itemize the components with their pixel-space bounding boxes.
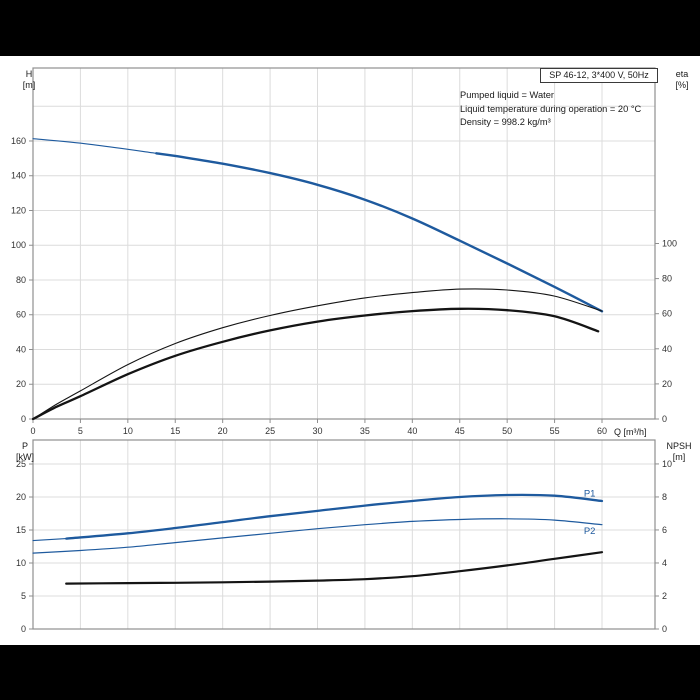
left-tick-label: 20 — [16, 492, 26, 502]
x-tick-label: 5 — [78, 426, 83, 436]
right-tick-label: 0 — [662, 414, 667, 424]
right-tick-label: 20 — [662, 379, 672, 389]
x-tick-label: 10 — [123, 426, 133, 436]
curve-eta-pump-motor — [31, 307, 600, 421]
curve-eta-pump — [32, 288, 603, 420]
axis-label-power: P [kW] — [10, 441, 40, 463]
right-tick-label: 2 — [662, 591, 667, 601]
left-tick-label: 0 — [21, 624, 26, 634]
left-tick-label: 5 — [21, 591, 26, 601]
x-tick-label: 45 — [455, 426, 465, 436]
chart-panel — [0, 56, 700, 645]
pump-info-block: Pumped liquid = Water Liquid temperature… — [460, 89, 641, 130]
x-tick-label: 50 — [502, 426, 512, 436]
x-tick-label: 0 — [30, 426, 35, 436]
x-tick-label: 60 — [597, 426, 607, 436]
axis-label-power-line2: [kW] — [16, 452, 34, 462]
left-tick-label: 0 — [21, 414, 26, 424]
x-tick-label: 20 — [218, 426, 228, 436]
right-tick-label: 8 — [662, 492, 667, 502]
curve-head — [155, 152, 604, 313]
axis-label-eta: eta [%] — [666, 69, 698, 91]
axis-label-head-line1: H — [25, 69, 33, 79]
left-tick-label: 120 — [11, 205, 26, 215]
right-tick-label: 6 — [662, 525, 667, 535]
curve-p1-lead — [32, 538, 67, 542]
left-tick-label: 100 — [11, 240, 26, 250]
axis-label-power-line1: P — [21, 441, 28, 451]
right-tick-label: 40 — [662, 344, 672, 354]
curve-p2 — [32, 518, 603, 554]
left-tick-label: 80 — [16, 275, 26, 285]
left-tick-label: 140 — [11, 171, 26, 181]
chart-title-box: SP 46-12, 3*400 V, 50Hz — [540, 68, 658, 83]
curve-label-P2: P2 — [584, 526, 596, 537]
axis-label-head: H [m] — [16, 69, 42, 91]
axis-label-npsh: NPSH [m] — [660, 441, 698, 463]
x-tick-label: 30 — [312, 426, 322, 436]
info-line-temperature: Liquid temperature during operation = 20… — [460, 103, 642, 114]
right-tick-label: 0 — [662, 624, 667, 634]
right-tick-label: 80 — [662, 274, 672, 284]
x-tick-label: 55 — [550, 426, 560, 436]
right-tick-label: 10 — [662, 459, 672, 469]
axis-label-flow: Q [m³/h] — [614, 427, 647, 437]
curve-npsh — [65, 551, 604, 585]
plot-frame — [32, 439, 656, 630]
axis-label-npsh-line2: [m] — [672, 452, 686, 462]
curve-label-P1: P1 — [584, 489, 596, 500]
curve-head-lead — [32, 138, 157, 154]
left-tick-label: 10 — [16, 558, 26, 568]
left-tick-label: 20 — [16, 379, 26, 389]
left-tick-label: 25 — [16, 459, 26, 469]
axis-label-eta-line2: [%] — [675, 80, 689, 90]
x-tick-label: 15 — [170, 426, 180, 436]
left-tick-label: 40 — [16, 344, 26, 354]
curve-p1 — [65, 493, 604, 540]
right-tick-label: 60 — [662, 309, 672, 319]
right-tick-label: 100 — [662, 239, 677, 249]
axis-label-eta-line1: eta — [675, 69, 689, 79]
axis-label-npsh-line1: NPSH — [666, 441, 692, 451]
x-tick-label: 40 — [407, 426, 417, 436]
x-tick-label: 35 — [360, 426, 370, 436]
left-tick-label: 15 — [16, 525, 26, 535]
left-tick-label: 60 — [16, 310, 26, 320]
axis-label-head-line2: [m] — [22, 80, 36, 90]
left-tick-label: 160 — [11, 136, 26, 146]
info-line-density: Density = 998.2 kg/m³ — [460, 117, 551, 127]
right-tick-label: 4 — [662, 558, 667, 568]
x-tick-label: 25 — [265, 426, 275, 436]
info-line-pumped-liquid: Pumped liquid = Water — [460, 90, 554, 100]
